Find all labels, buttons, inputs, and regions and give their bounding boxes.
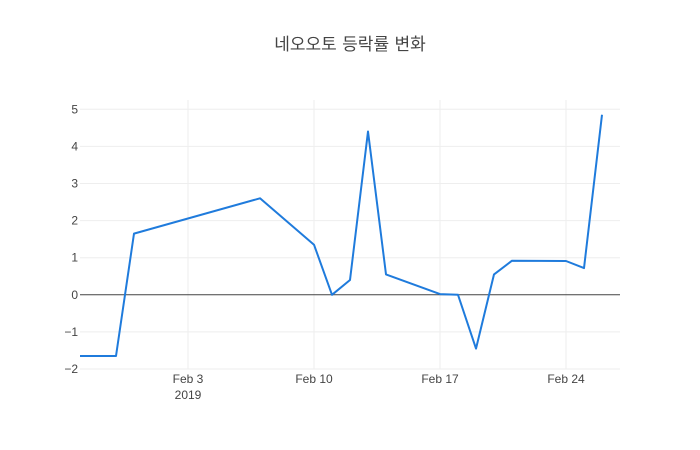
y-tick-label: −1 [64,325,78,339]
x-axis-ticks: Feb 3 2019 Feb 10 Feb 17 Feb 24 [173,372,585,402]
series-layer [80,114,603,357]
series-line [80,114,603,357]
x-tick-label: Feb 24 [547,372,585,386]
y-tick-label: −2 [64,362,78,376]
y-tick-label: 2 [71,214,78,228]
x-tick-sublabel: 2019 [175,388,202,402]
x-tick-label: Feb 3 [173,372,204,386]
y-tick-label: 5 [71,102,78,116]
grid [80,100,620,370]
chart-title: 네오오토 등락률 변화 [274,35,426,55]
y-tick-label: 3 [71,176,78,190]
y-tick-label: 0 [71,288,78,302]
y-axis-ticks: −2 −1 0 1 2 3 4 5 [64,102,78,376]
y-tick-label: 4 [71,139,78,153]
y-tick-label: 1 [71,251,78,265]
x-tick-label: Feb 17 [421,372,459,386]
x-tick-label: Feb 10 [295,372,333,386]
